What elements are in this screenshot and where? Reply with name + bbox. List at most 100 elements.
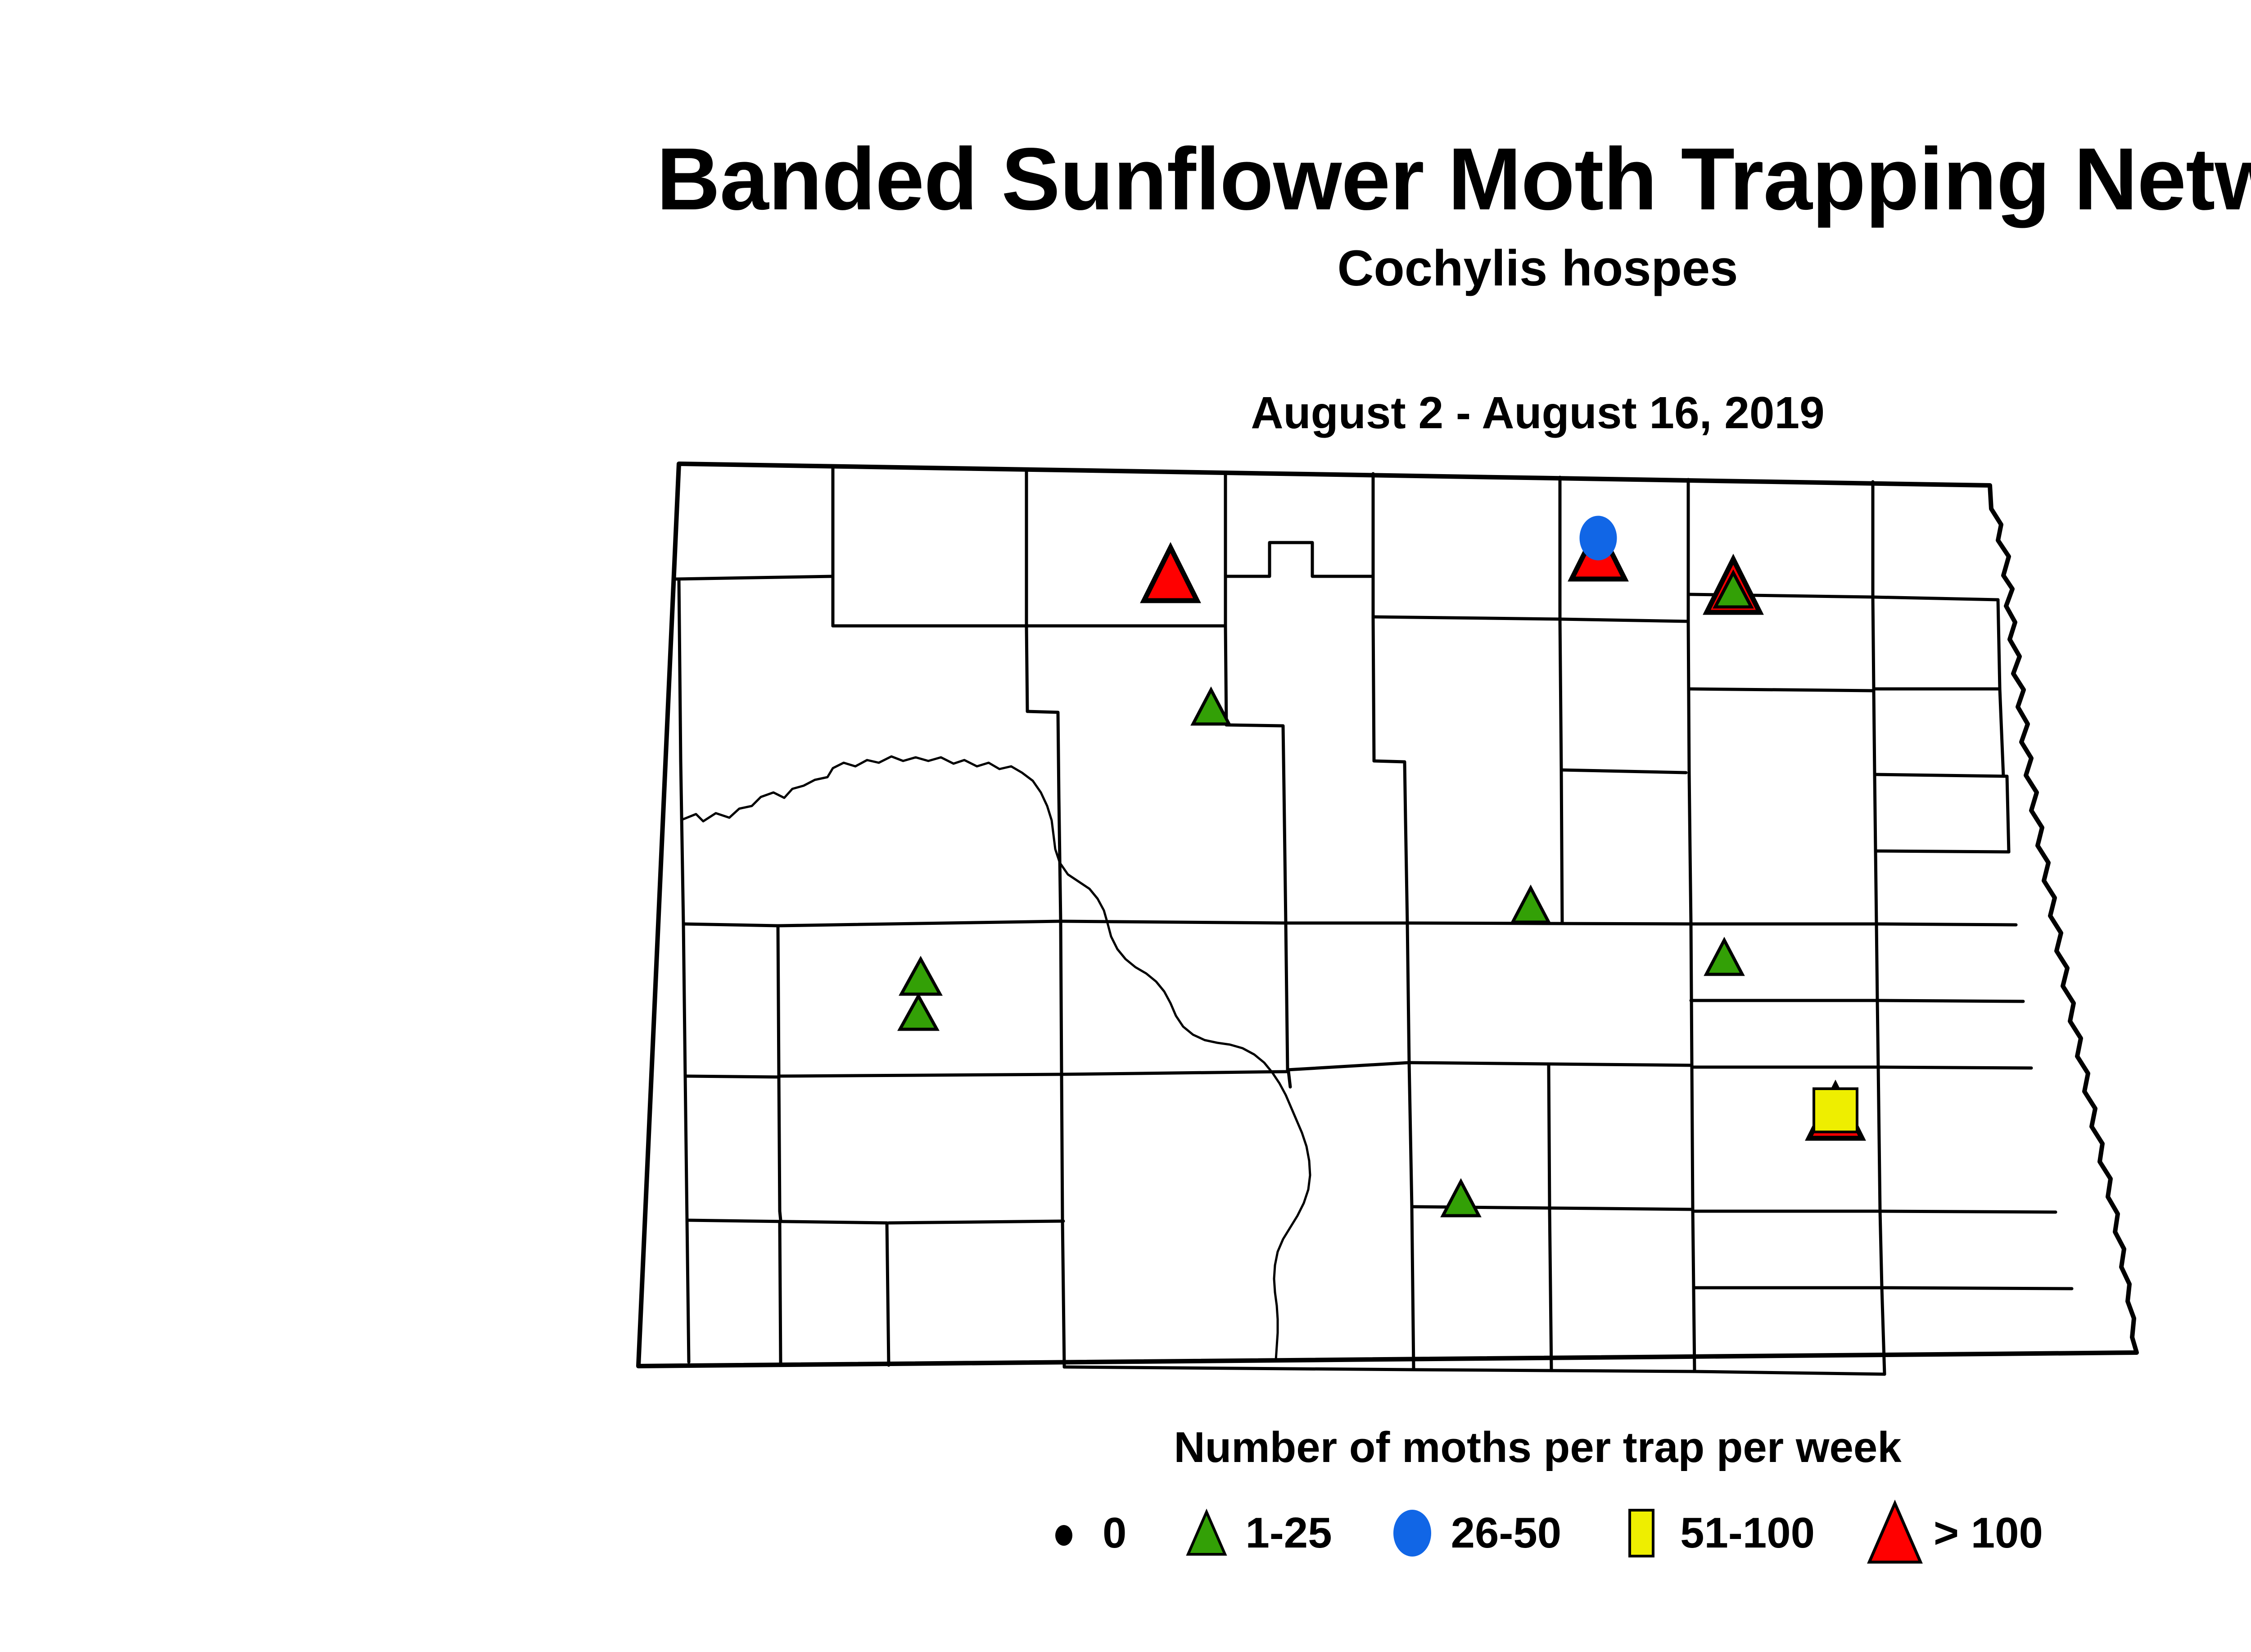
county-line xyxy=(1410,1205,1415,1371)
county-line xyxy=(1061,1218,1066,1369)
county-line xyxy=(1287,1070,1292,1089)
trap-marker-triangle-green[interactable] xyxy=(897,992,940,1031)
county-line xyxy=(1871,595,1876,691)
county-line xyxy=(674,575,835,581)
date-range-label: August 2 - August 16, 2019 xyxy=(1251,388,1825,438)
county-line xyxy=(1407,1061,1694,1067)
county-line xyxy=(683,1074,689,1222)
county-line xyxy=(1371,615,1562,621)
legend-item-26-50[interactable]: 26-50 xyxy=(1381,1499,1562,1567)
triangle-symbol-icon xyxy=(1175,1499,1238,1567)
legend-item-zero[interactable]: 0 xyxy=(1032,1499,1126,1567)
legend-title: Number of moths per trap per week xyxy=(1174,1423,1902,1471)
county-line xyxy=(1060,1070,1290,1076)
county-line xyxy=(1548,1208,1553,1372)
county-line xyxy=(1371,615,1376,763)
county-line xyxy=(1875,922,1879,1002)
county-line xyxy=(1876,1065,1882,1213)
county-line xyxy=(777,1074,782,1213)
species-subtitle: Cochylis hospes xyxy=(1337,240,1738,296)
county-line xyxy=(1225,723,1286,790)
county-line xyxy=(1873,773,1877,853)
county-line xyxy=(1412,1368,1696,1373)
county-line xyxy=(887,1219,1065,1225)
county-line xyxy=(1059,919,1063,1076)
county-line xyxy=(1224,624,1228,727)
county-line xyxy=(1687,771,1692,853)
county-line xyxy=(1691,1208,1696,1373)
county-line xyxy=(1875,922,2018,927)
county-line xyxy=(1693,1370,1886,1376)
county-line xyxy=(1689,922,1694,1067)
county-line xyxy=(1547,1064,1551,1210)
county-line xyxy=(1372,759,1407,821)
legend-label-over-100: > 100 xyxy=(1934,1509,2043,1557)
trap-marker-triangle-green[interactable] xyxy=(1510,884,1551,924)
title-block: Banded Sunflower Moth Trapping Network C… xyxy=(0,135,2251,294)
north-dakota-map[interactable] xyxy=(581,446,2183,1396)
county-line xyxy=(685,1218,889,1225)
county-line xyxy=(679,759,685,926)
county-line xyxy=(1872,689,1876,776)
trap-marker-triangle-green[interactable] xyxy=(1440,1178,1482,1218)
square-symbol-icon xyxy=(1610,1499,1673,1567)
county-line xyxy=(683,1074,781,1079)
county-line xyxy=(1876,999,2025,1003)
county-line xyxy=(1688,849,1693,926)
trap-marker-triangle-green[interactable] xyxy=(1713,569,1754,609)
trap-marker-triangle-green[interactable] xyxy=(1704,937,1745,976)
legend-item-51-100[interactable]: 51-100 xyxy=(1610,1499,1815,1567)
county-line xyxy=(1059,919,1288,925)
county-line xyxy=(1690,1064,1695,1211)
county-boundaries xyxy=(636,462,2139,1376)
county-line xyxy=(1880,1286,2074,1290)
county-line xyxy=(1057,795,1062,923)
legend-label-51-100: 51-100 xyxy=(1680,1509,1815,1557)
county-line xyxy=(1998,687,2005,778)
county-line xyxy=(885,1221,890,1367)
legend-label-zero: 0 xyxy=(1103,1509,1127,1557)
county-line xyxy=(1407,1061,1414,1208)
county-line xyxy=(1874,849,2011,854)
county-line xyxy=(1282,786,1288,925)
county-line xyxy=(776,924,781,1078)
county-line xyxy=(1025,624,1029,713)
dot-symbol-icon xyxy=(1032,1499,1095,1567)
county-line xyxy=(1878,1209,2057,1214)
legend: 0 1-25 26-50 51-100 > 100 xyxy=(0,1499,2251,1567)
county-line xyxy=(1559,768,1688,774)
page-title: Banded Sunflower Moth Trapping Network xyxy=(656,130,2251,228)
legend-item-1-25[interactable]: 1-25 xyxy=(1175,1499,1332,1567)
county-line xyxy=(1559,768,1564,925)
county-line xyxy=(1996,598,2002,691)
triangle-symbol-icon xyxy=(1863,1499,1926,1567)
trap-markers xyxy=(897,516,1866,1218)
county-line xyxy=(1876,1065,2033,1070)
county-line xyxy=(1406,921,1411,1064)
trap-marker-triangle-red[interactable] xyxy=(1140,542,1201,603)
trap-marker-triangle-green[interactable] xyxy=(899,955,943,996)
map-svg xyxy=(636,462,2139,1376)
county-line xyxy=(1880,1286,1886,1376)
county-line xyxy=(778,1221,782,1366)
county-line xyxy=(1878,1209,1884,1290)
county-line xyxy=(1686,620,1691,774)
county-line xyxy=(677,577,683,763)
county-line xyxy=(1224,541,1375,578)
county-line xyxy=(1062,1365,1415,1371)
county-line xyxy=(685,1218,691,1364)
county-line xyxy=(1687,687,1876,692)
county-line xyxy=(682,922,780,928)
trap-marker-triangle-green[interactable] xyxy=(1190,686,1232,726)
legend-label-26-50: 26-50 xyxy=(1451,1509,1562,1557)
trap-marker-square-yellow[interactable] xyxy=(1813,1087,1858,1133)
county-line xyxy=(777,1073,1063,1078)
legend-item-over-100[interactable]: > 100 xyxy=(1863,1499,2043,1567)
county-line xyxy=(1404,818,1409,925)
county-line xyxy=(776,919,1062,928)
county-line xyxy=(1284,921,1289,1072)
county-line xyxy=(1876,999,1880,1069)
trap-marker-circle-blue[interactable] xyxy=(1579,516,1617,561)
legend-label-1-25: 1-25 xyxy=(1245,1509,1332,1557)
